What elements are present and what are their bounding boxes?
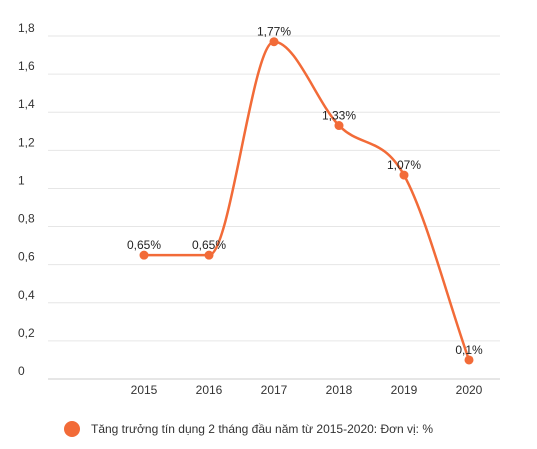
gridlines xyxy=(48,35,500,380)
y-tick-label: 1,8 xyxy=(18,21,35,35)
data-point[interactable] xyxy=(464,355,474,365)
series-layer xyxy=(139,37,474,365)
data-point[interactable] xyxy=(269,37,279,47)
x-axis: 2015 2016 2017 2018 2019 2020 xyxy=(131,383,483,397)
data-point[interactable] xyxy=(399,170,409,180)
y-tick-label: 0,6 xyxy=(18,250,35,264)
legend[interactable]: Tăng trưởng tín dụng 2 tháng đầu năm từ … xyxy=(64,421,433,437)
data-label: 0,1% xyxy=(455,343,483,357)
x-tick-label: 2016 xyxy=(196,383,223,397)
data-label: 1,33% xyxy=(322,109,356,123)
y-axis: 0 0,2 0,4 0,6 0,8 1 1,2 1,4 1,6 1,8 xyxy=(18,21,35,378)
legend-marker xyxy=(64,421,80,437)
y-tick-label: 1,2 xyxy=(18,135,35,149)
x-tick-label: 2020 xyxy=(456,383,483,397)
legend-label: Tăng trưởng tín dụng 2 tháng đầu năm từ … xyxy=(91,422,433,436)
data-label: 0,65% xyxy=(127,238,161,252)
y-tick-label: 1,4 xyxy=(18,97,35,111)
y-tick-label: 0,8 xyxy=(18,212,35,226)
y-tick-label: 1 xyxy=(18,173,25,187)
data-label: 1,07% xyxy=(387,158,421,172)
data-label: 0,65% xyxy=(192,238,226,252)
x-tick-label: 2017 xyxy=(261,383,288,397)
x-tick-label: 2015 xyxy=(131,383,158,397)
y-tick-label: 0,2 xyxy=(18,326,35,340)
x-tick-label: 2018 xyxy=(326,383,353,397)
y-tick-label: 0 xyxy=(18,364,25,378)
data-labels: 0,65% 0,65% 1,77% 1,33% 1,07% 0,1% xyxy=(127,25,483,357)
y-tick-label: 1,6 xyxy=(18,59,35,73)
data-label: 1,77% xyxy=(257,25,291,39)
data-point[interactable] xyxy=(204,250,214,260)
x-tick-label: 2019 xyxy=(391,383,418,397)
data-point[interactable] xyxy=(334,121,344,131)
y-tick-label: 0,4 xyxy=(18,288,35,302)
data-point[interactable] xyxy=(139,250,149,260)
series-line xyxy=(143,40,471,361)
